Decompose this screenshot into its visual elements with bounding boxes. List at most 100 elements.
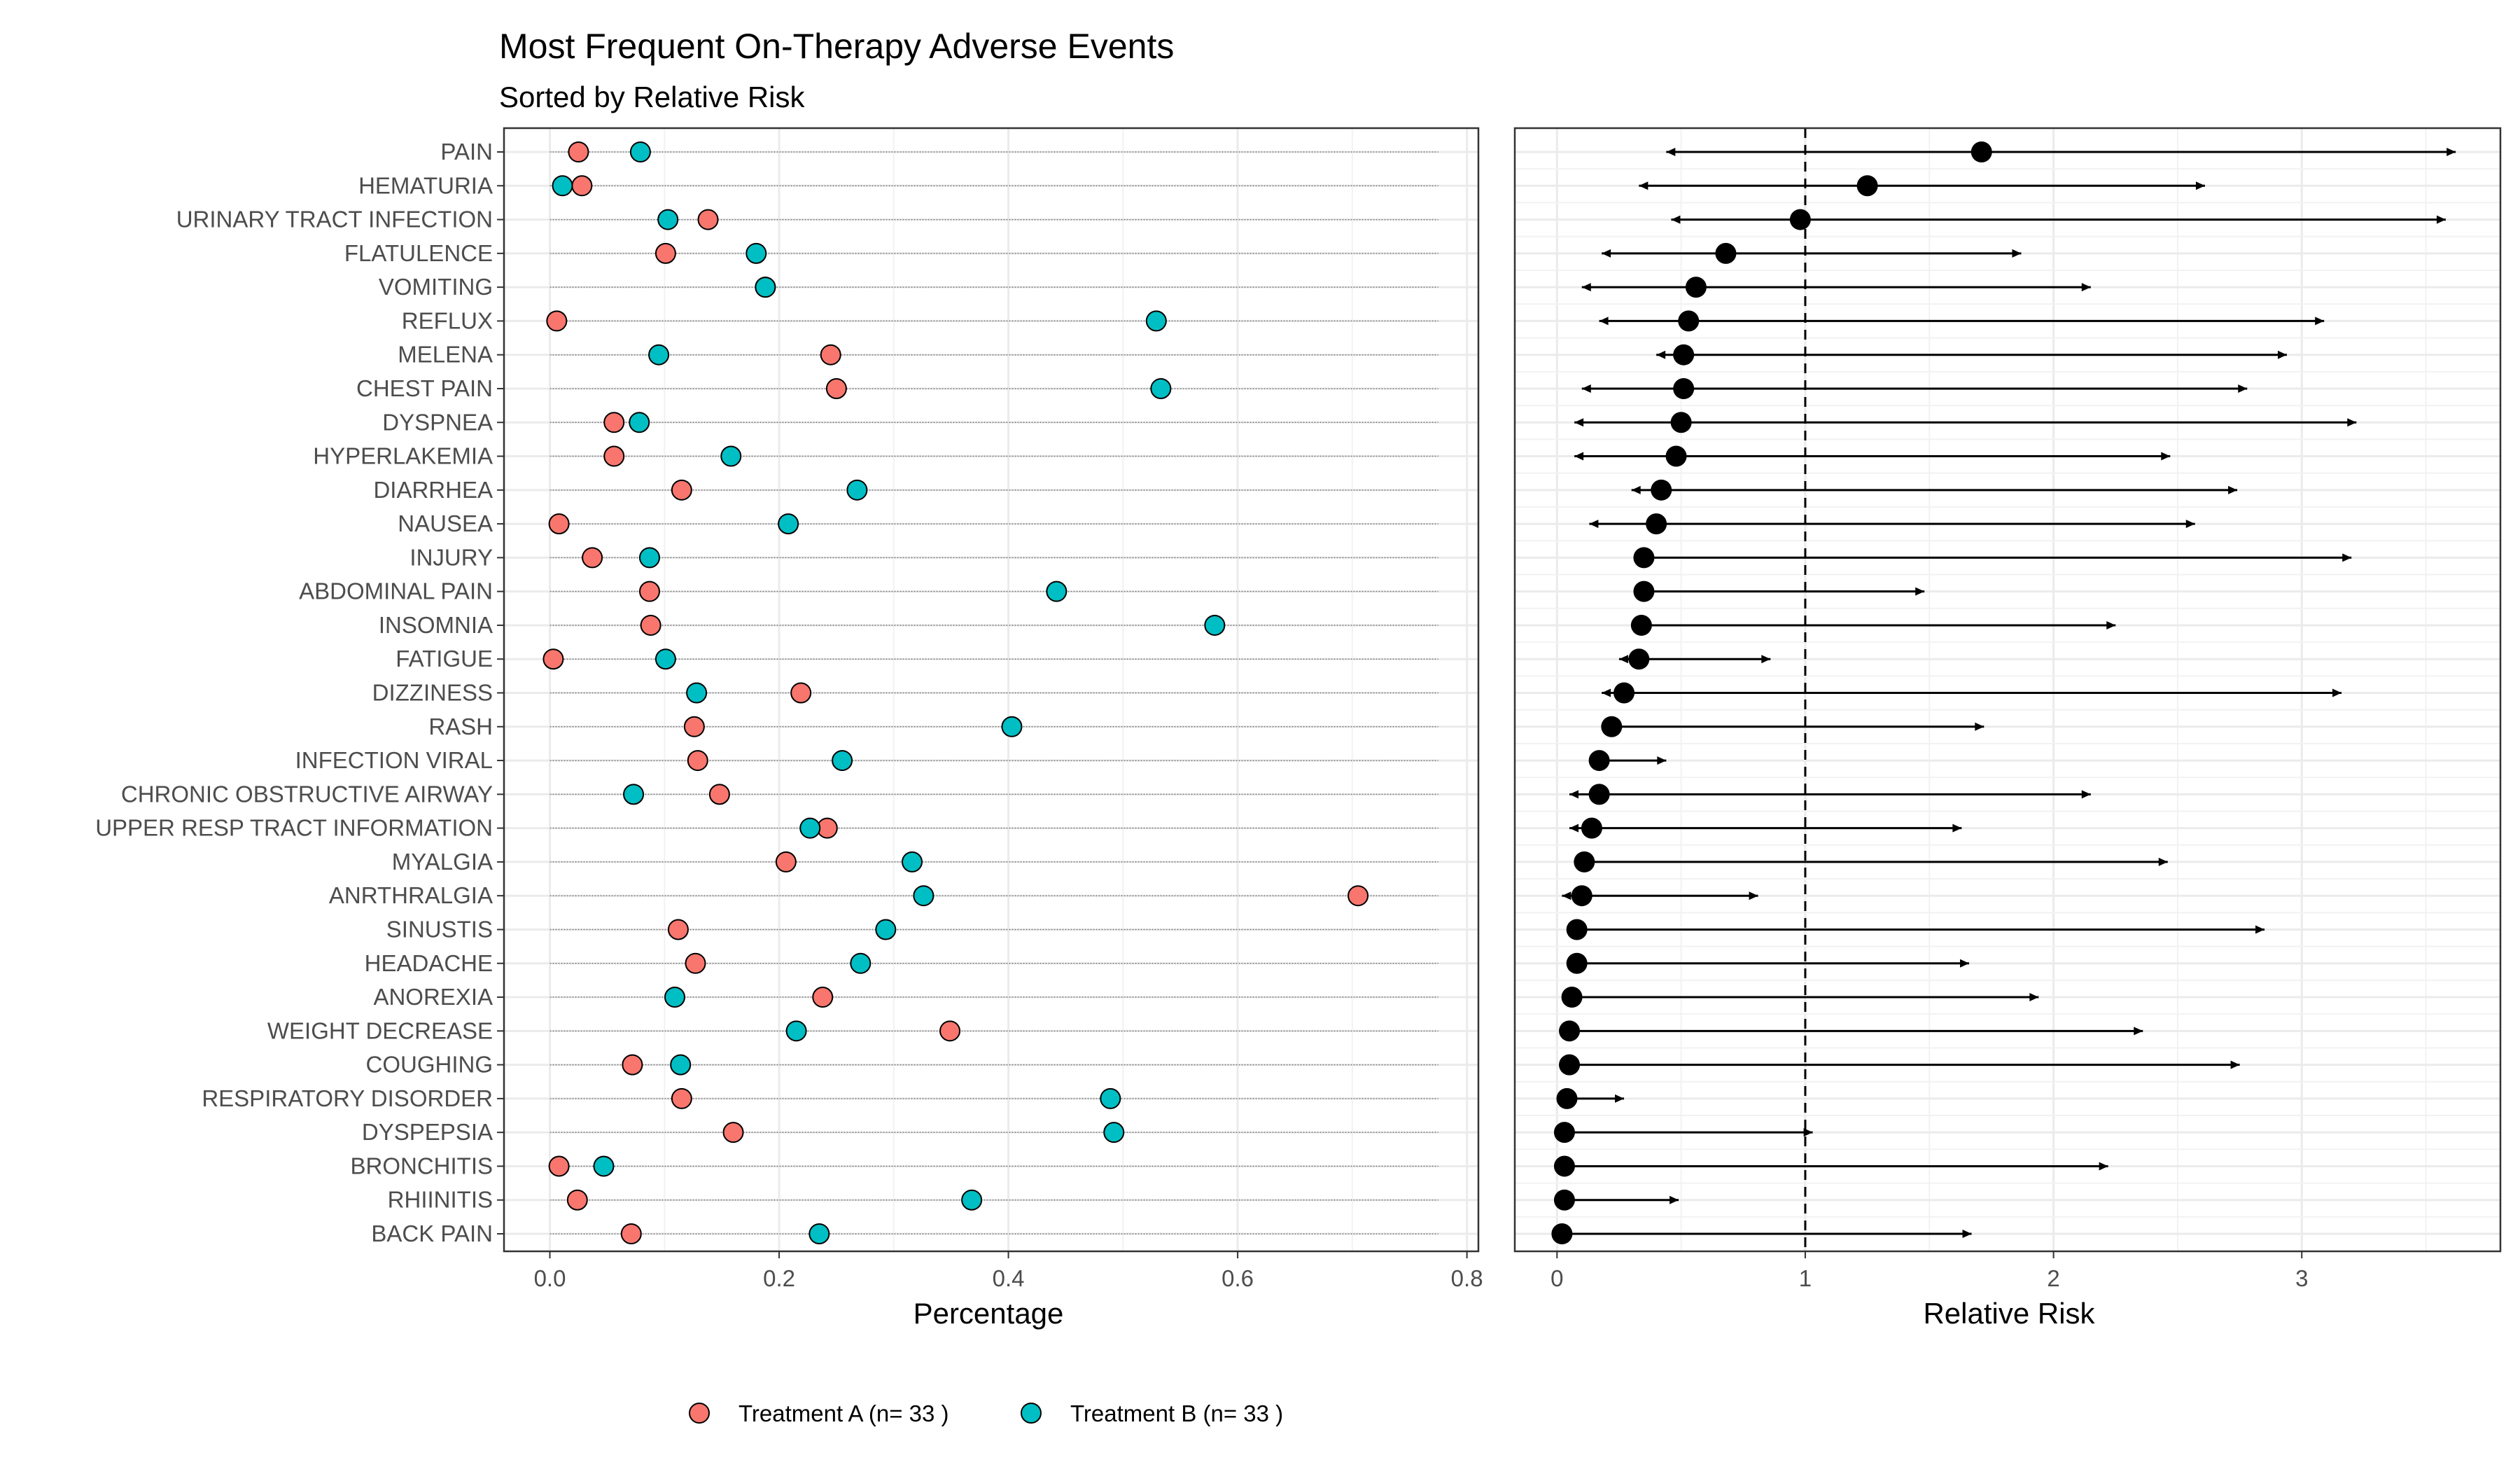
estimate-point-rash [1601,716,1623,737]
point-treatment-a-hyperlakemia [603,445,625,467]
point-treatment-b-pain [629,141,651,162]
point-treatment-a-insomnia [640,614,662,636]
point-treatment-b-rhiinitis [961,1189,983,1211]
upper-arrow-infection-viral [1657,756,1667,765]
lower-arrow-upper-resp-tract-information [1569,823,1579,833]
point-treatment-a-infection-viral [687,750,708,772]
point-treatment-b-vomiting [755,277,776,298]
x-tick-label: 0.0 [534,1265,566,1291]
estimate-point-upper-resp-tract-information [1581,817,1602,839]
point-treatment-b-diarrhea [846,479,868,501]
upper-arrow-sinustis [2255,925,2265,934]
upper-arrow-nausea [2185,520,2195,529]
category-label-dyspepsia: DYSPEPSIA [362,1119,493,1145]
point-treatment-b-nausea [778,513,799,535]
upper-arrow-dyspnea [2347,418,2357,427]
percentage-axis-title: Percentage [913,1297,1064,1330]
category-label-nausea: NAUSEA [398,510,493,536]
category-label-hyperlakemia: HYPERLAKEMIA [313,443,493,469]
category-label-respiratory-disorder: RESPIRATORY DISORDER [202,1085,493,1111]
estimate-point-melena [1673,344,1695,366]
category-label-back-pain: BACK PAIN [371,1221,493,1246]
upper-arrow-vomiting [2081,283,2091,292]
upper-arrow-abdominal-pain [1915,587,1925,596]
lower-arrow-hyperlakemia [1574,452,1584,461]
category-label-fatigue: FATIGUE [396,646,493,672]
upper-arrow-pain [2446,148,2456,156]
right-panel-border [1513,127,2502,1253]
point-treatment-a-injury [582,547,603,569]
upper-arrow-chest-pain [2238,384,2248,393]
estimate-point-weight-decrease [1559,1020,1581,1042]
point-treatment-b-anrthralgia [913,885,934,907]
category-label-sinustis: SINUSTIS [386,916,493,942]
relative-risk-axis-title: Relative Risk [1923,1297,2095,1330]
category-label-rash: RASH [428,714,493,739]
lower-arrow-chest-pain [1581,384,1591,393]
estimate-point-sinustis [1566,919,1588,940]
point-treatment-b-dyspepsia [1103,1122,1125,1143]
upper-arrow-insomnia [2106,620,2116,630]
upper-arrow-dizziness [2332,688,2342,697]
upper-arrow-flatulence [2012,249,2022,258]
estimate-point-pain [1970,141,1992,162]
estimate-point-infection-viral [1588,750,1610,772]
upper-arrow-back-pain [1962,1230,1972,1238]
point-treatment-b-respiratory-disorder [1100,1087,1121,1109]
point-treatment-a-back-pain [620,1223,642,1244]
lower-arrow-vomiting [1581,283,1591,292]
legend-treatment-b-label: Treatment B (n= 33 ) [1070,1400,1283,1426]
point-treatment-a-chronic-obstructive-airway [708,784,730,805]
upper-arrow-weight-decrease [2134,1027,2143,1036]
estimate-point-anrthralgia [1571,885,1592,907]
point-treatment-a-coughing [622,1054,643,1076]
estimate-point-chronic-obstructive-airway [1588,784,1610,805]
point-treatment-a-flatulence [654,242,676,264]
category-label-coughing: COUGHING [366,1052,493,1078]
upper-arrow-reflux [2315,317,2325,326]
upper-arrow-headache [1960,959,1970,968]
point-treatment-a-bronchitis [548,1155,570,1177]
upper-arrow-dyspepsia [1803,1128,1813,1137]
point-treatment-b-urinary-tract-infection [657,209,679,230]
estimate-point-insomnia [1630,614,1652,636]
point-treatment-b-injury [638,547,660,569]
point-treatment-a-abdominal-pain [638,580,660,602]
estimate-point-anorexia [1561,987,1583,1008]
legend-treatment-b-key [1021,1403,1042,1424]
upper-arrow-coughing [2230,1060,2240,1069]
lower-arrow-diarrhea [1631,485,1641,494]
category-label-insomnia: INSOMNIA [379,612,493,638]
point-treatment-b-headache [850,952,872,974]
point-treatment-a-urinary-tract-infection [697,209,719,230]
category-label-anorexia: ANOREXIA [373,984,493,1010]
point-treatment-b-weight-decrease [785,1020,807,1042]
point-treatment-b-dizziness [686,682,708,704]
x-tick-label: 0 [1550,1265,1563,1291]
estimate-point-respiratory-disorder [1556,1087,1578,1109]
upper-arrow-bronchitis [2099,1162,2108,1171]
estimate-point-flatulence [1715,242,1737,264]
category-label-rhiinitis: RHIINITIS [388,1187,493,1213]
point-treatment-a-headache [685,952,706,974]
upper-arrow-upper-resp-tract-information [1952,823,1962,833]
point-treatment-a-dyspnea [603,412,625,433]
estimate-point-dyspepsia [1553,1122,1575,1143]
point-treatment-b-dyspnea [629,412,650,433]
upper-arrow-hematuria [2195,181,2205,190]
lower-arrow-urinary-tract-infection [1671,215,1681,224]
point-treatment-a-myalgia [775,851,797,872]
category-label-dizziness: DIZZINESS [372,680,493,706]
estimate-point-nausea [1646,513,1667,535]
point-treatment-a-sinustis [667,919,689,940]
upper-arrow-anorexia [2029,993,2039,1002]
point-treatment-b-back-pain [808,1223,830,1244]
estimate-point-diarrhea [1651,479,1672,501]
category-label-myalgia: MYALGIA [392,849,493,875]
point-treatment-b-reflux [1145,310,1167,332]
relative-risk-panel: 0 1 2 3 [1513,127,2502,1291]
estimate-point-abdominal-pain [1633,580,1655,602]
point-treatment-a-nausea [548,513,570,535]
